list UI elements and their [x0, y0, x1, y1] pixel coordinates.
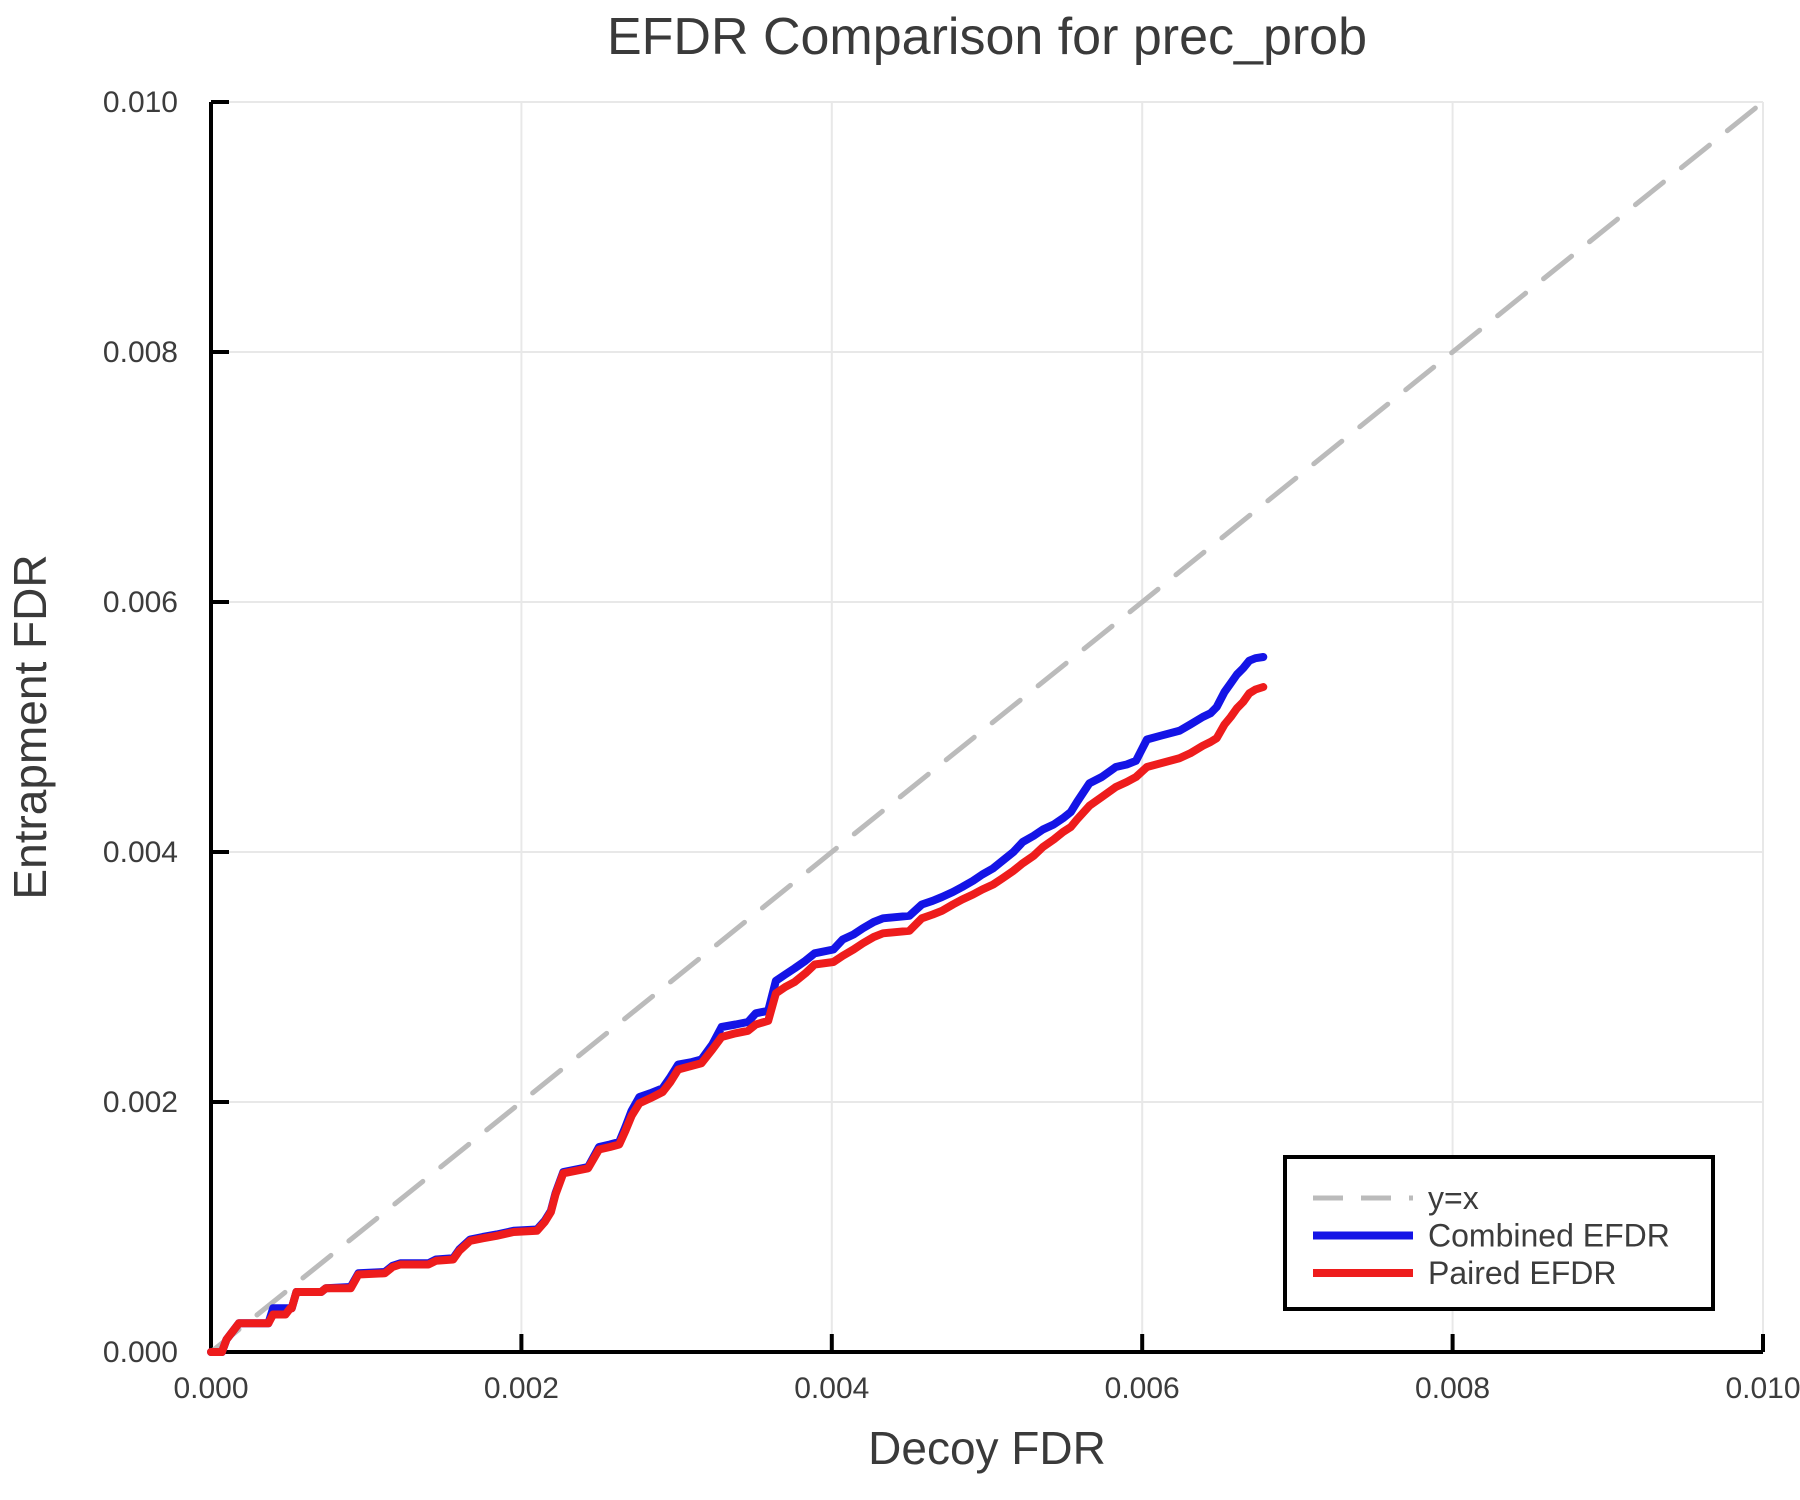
- y-axis-label: Entrapment FDR: [4, 554, 56, 899]
- tick-labels: 0.000 0.002 0.004 0.006 0.008 0.010 0.000 0.002…: [103, 86, 1800, 1405]
- y-tick-label: 0.010: [103, 86, 178, 119]
- x-axis-label: Decoy FDR: [868, 1422, 1106, 1474]
- y-tick-label: 0.008: [103, 336, 178, 369]
- axes: [209, 100, 1765, 1354]
- series-line-1: [207, 653, 1268, 1356]
- y-tick-label: 0.000: [103, 1336, 178, 1369]
- x-tick-label: 0.000: [173, 1372, 248, 1405]
- y-tick-label: 0.002: [103, 1086, 178, 1119]
- y-tick-label: 0.006: [103, 586, 178, 619]
- x-tick-label: 0.006: [1105, 1372, 1180, 1405]
- chart-title: EFDR Comparison for prec_prob: [607, 8, 1367, 66]
- data-series: [207, 99, 1766, 1356]
- x-tick-label: 0.002: [484, 1372, 559, 1405]
- legend-label-1: Combined EFDR: [1428, 1218, 1670, 1254]
- series-line-0: [208, 99, 1766, 1355]
- series-line-2: [207, 683, 1268, 1356]
- x-tick-label: 0.004: [794, 1372, 869, 1405]
- x-tick-label: 0.010: [1725, 1372, 1800, 1405]
- x-tick-label: 0.008: [1415, 1372, 1490, 1405]
- legend-label-2: Paired EFDR: [1428, 1255, 1617, 1291]
- legend-label-0: y=x: [1428, 1180, 1479, 1216]
- gridlines: [211, 101, 1764, 1352]
- y-tick-label: 0.004: [103, 836, 178, 869]
